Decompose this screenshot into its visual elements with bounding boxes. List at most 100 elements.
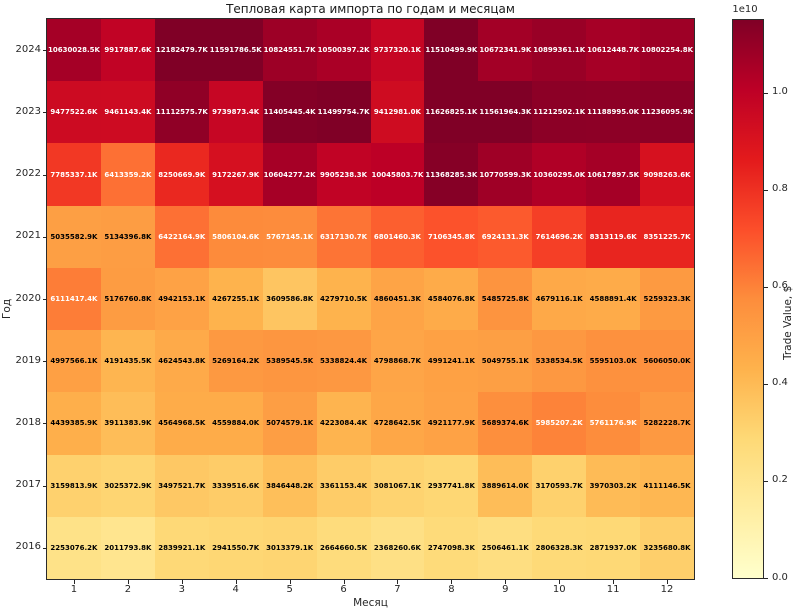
heatmap-cell: 10045803.7K bbox=[370, 143, 425, 206]
colorbar-tick-label: 0.4 bbox=[772, 377, 788, 389]
heatmap-cell: 5134396.8K bbox=[100, 205, 155, 268]
heatmap-cell: 4559884.0K bbox=[208, 392, 263, 455]
heatmap-cell: 3889614.0K bbox=[478, 454, 533, 517]
heatmap-cell: 8351225.7K bbox=[640, 205, 694, 268]
heatmap-cell: 3361153.4K bbox=[316, 454, 371, 517]
x-tick-mark bbox=[667, 580, 669, 584]
colorbar-label: Trade Value, $ bbox=[782, 285, 794, 360]
heatmap-cell: 2368260.6K bbox=[370, 516, 425, 579]
heatmap-cell: 8313119.6K bbox=[586, 205, 641, 268]
y-tick-label: 2022 bbox=[15, 168, 41, 180]
heatmap-cell: 2937741.8K bbox=[424, 454, 479, 517]
heatmap-cell: 4564968.5K bbox=[154, 392, 209, 455]
heatmap-cell: 5074579.1K bbox=[262, 392, 317, 455]
x-tick-mark bbox=[73, 580, 75, 584]
heatmap-cell: 4997566.1K bbox=[47, 330, 101, 393]
x-tick-label: 8 bbox=[448, 584, 455, 595]
y-tick-label: 2018 bbox=[15, 416, 41, 428]
y-tick-label: 2024 bbox=[15, 43, 41, 55]
heatmap-cell: 5485725.8K bbox=[478, 267, 533, 331]
x-tick-label: 1 bbox=[70, 584, 78, 595]
heatmap-cell: 2664660.5K bbox=[316, 516, 371, 579]
heatmap-cell: 4588891.4K bbox=[586, 267, 641, 331]
heatmap-cell: 4439385.9K bbox=[47, 392, 101, 455]
heatmap-cell: 2253076.2K bbox=[47, 516, 101, 579]
x-tick-label: 2 bbox=[124, 584, 132, 595]
x-tick-mark bbox=[343, 580, 345, 584]
x-tick-label: 3 bbox=[178, 584, 185, 595]
x-tick-mark bbox=[289, 580, 291, 584]
heatmap-cell: 3911383.9K bbox=[100, 392, 155, 455]
heatmap-cell: 5269164.2K bbox=[208, 330, 263, 393]
heatmap-cell: 2839921.1K bbox=[154, 516, 209, 579]
heatmap-cell: 5035582.9K bbox=[47, 205, 101, 268]
colorbar-tick-mark bbox=[764, 578, 768, 579]
heatmap-cell: 4860451.3K bbox=[370, 267, 425, 331]
heatmap-cell: 11626825.1K bbox=[424, 81, 479, 144]
colorbar-tick-label: 0.6 bbox=[772, 280, 788, 292]
heatmap-cell: 4679116.1K bbox=[532, 267, 587, 331]
x-tick-label: 10 bbox=[552, 584, 566, 595]
heatmap-cell: 9172267.9K bbox=[208, 143, 263, 206]
heatmap-cell: 11561964.3K bbox=[478, 81, 533, 144]
heatmap-cell: 11112575.7K bbox=[154, 81, 209, 144]
x-tick-label: 7 bbox=[394, 584, 401, 595]
heatmap-cell: 5389545.5K bbox=[262, 330, 317, 393]
y-tick-label: 2017 bbox=[15, 479, 41, 491]
heatmap-cell: 5767145.1K bbox=[262, 205, 317, 268]
heatmap-cell: 10360295.0K bbox=[532, 143, 587, 206]
heatmap-cell: 4942153.1K bbox=[154, 267, 209, 331]
heatmap-cell: 10617897.5K bbox=[586, 143, 641, 206]
heatmap-cell: 10612448.7K bbox=[586, 19, 641, 82]
heatmap-cell: 11510499.9K bbox=[424, 19, 479, 82]
x-tick-label: 6 bbox=[340, 584, 347, 595]
heatmap-cell: 11236095.9K bbox=[640, 81, 694, 144]
heatmap-cell: 10630028.5K bbox=[47, 19, 101, 82]
heatmap-cell: 9412981.0K bbox=[370, 81, 425, 144]
heatmap-cell: 5985207.2K bbox=[532, 392, 587, 455]
heatmap-grid: 10630028.5K 9917887.6K 12182479.7K 11591786… bbox=[46, 18, 695, 580]
chart-title: Тепловая карта импорта по годам и месяца… bbox=[226, 2, 515, 16]
heatmap-cell: 3025372.9K bbox=[100, 454, 155, 517]
x-tick-mark bbox=[397, 580, 399, 584]
heatmap-cell: 11188995.0K bbox=[586, 81, 641, 144]
heatmap-cell: 5806104.6K bbox=[208, 205, 263, 268]
heatmap-cell: 5606050.0K bbox=[640, 330, 694, 393]
heatmap-cell: 9477522.6K bbox=[47, 81, 101, 144]
heatmap-cell: 6413359.2K bbox=[100, 143, 155, 206]
y-tick-mark bbox=[43, 423, 47, 425]
y-tick-label: 2023 bbox=[15, 105, 41, 117]
heatmap-cell: 4223084.4K bbox=[316, 392, 371, 455]
heatmap-cell: 12182479.7K bbox=[154, 19, 209, 82]
colorbar-tick-label: 0.2 bbox=[772, 474, 788, 486]
colorbar-tick-mark bbox=[764, 189, 768, 191]
heatmap-cell: 8250669.9K bbox=[154, 143, 209, 206]
colorbar-tick-mark bbox=[764, 92, 768, 94]
x-tick-mark bbox=[451, 580, 453, 584]
heatmap-cell: 3846448.2K bbox=[262, 454, 317, 517]
heatmap-cell: 2871937.0K bbox=[586, 516, 641, 579]
x-tick-mark bbox=[127, 580, 129, 584]
x-tick-label: 5 bbox=[286, 584, 293, 595]
y-tick-label: 2020 bbox=[15, 292, 41, 304]
heatmap-cell: 2747098.3K bbox=[424, 516, 479, 579]
heatmap-cell: 10802254.8K bbox=[640, 19, 694, 82]
y-tick-label: 2019 bbox=[15, 354, 41, 366]
heatmap-cell: 9917887.6K bbox=[100, 19, 155, 82]
heatmap-cell: 2806328.3K bbox=[532, 516, 587, 579]
heatmap-cell: 5338534.5K bbox=[532, 330, 587, 393]
x-tick-label: 12 bbox=[660, 584, 674, 595]
heatmap-cell: 5282228.7K bbox=[640, 392, 694, 455]
x-tick-mark bbox=[235, 580, 237, 584]
heatmap-cell: 10604277.2K bbox=[262, 143, 317, 206]
colorbar-tick-mark bbox=[764, 286, 768, 288]
heatmap-cell: 5689374.6K bbox=[478, 392, 533, 455]
x-tick-label: 11 bbox=[606, 584, 620, 595]
heatmap-cell: 3497521.7K bbox=[154, 454, 209, 517]
heatmap-cell: 2011793.8K bbox=[100, 516, 155, 579]
x-tick-mark bbox=[181, 580, 183, 584]
heatmap-cell: 7785337.1K bbox=[47, 143, 101, 206]
heatmap-cell: 10672341.9K bbox=[478, 19, 533, 82]
colorbar-tick-label: 1.0 bbox=[772, 86, 788, 98]
